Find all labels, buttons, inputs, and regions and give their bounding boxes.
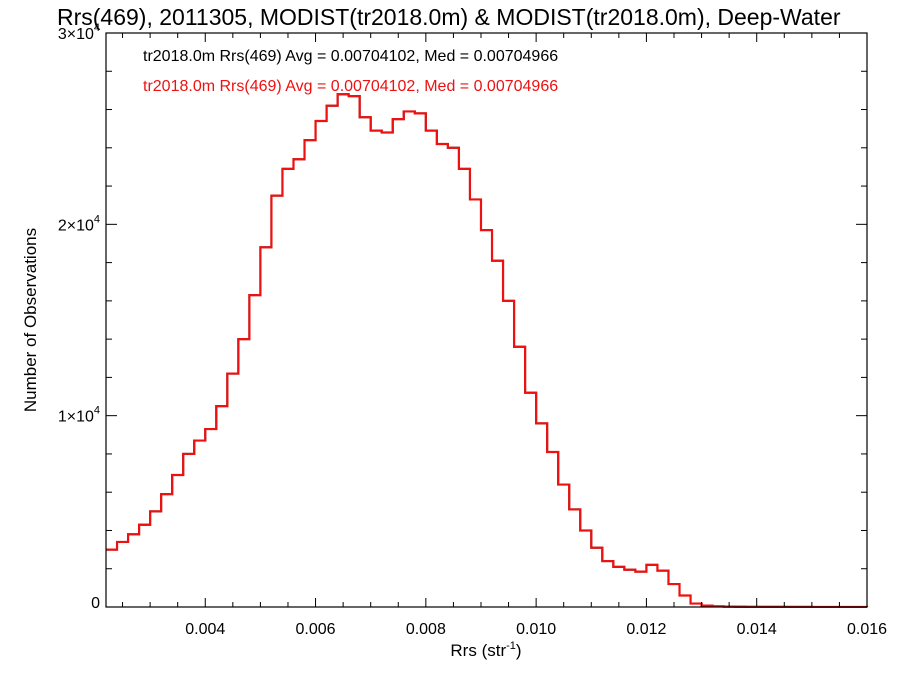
x-tick-label: 0.008 bbox=[406, 621, 446, 638]
y-axis-ticks: 0 1×104 2×104 3×104 bbox=[58, 22, 867, 612]
x-tick-label: 0.012 bbox=[626, 621, 666, 638]
x-tick-label: 0.016 bbox=[847, 621, 887, 638]
y-tick-label: 3×104 bbox=[58, 22, 100, 43]
chart-title: Rrs(469), 2011305, MODIST(tr2018.0m) & M… bbox=[57, 4, 841, 30]
x-axis-label: Rrs (str-1) bbox=[450, 640, 521, 660]
x-axis-label-main: Rrs (str bbox=[450, 641, 506, 660]
series-line-1 bbox=[106, 93, 869, 609]
x-tick-label: 0.006 bbox=[296, 621, 336, 638]
x-axis-ticks: 0.004 0.006 0.008 0.010 0.012 0.014 0.016 bbox=[122, 33, 887, 638]
y-tick-label: 0 bbox=[91, 595, 100, 612]
x-axis-label-superscript: -1 bbox=[506, 640, 516, 652]
y-axis-label: Number of Observations bbox=[21, 228, 40, 412]
y-tick-label: 2×104 bbox=[58, 213, 100, 234]
x-tick-label: 0.014 bbox=[737, 621, 777, 638]
legend-entry-red: tr2018.0m Rrs(469) Avg = 0.00704102, Med… bbox=[143, 78, 558, 95]
legend-entry-black: tr2018.0m Rrs(469) Avg = 0.00704102, Med… bbox=[143, 48, 558, 65]
y-tick-label: 1×104 bbox=[58, 405, 100, 426]
x-axis-label-end: ) bbox=[516, 641, 522, 660]
x-tick-label: 0.004 bbox=[185, 621, 225, 638]
plot-frame bbox=[105, 32, 868, 608]
x-tick-label: 0.010 bbox=[516, 621, 556, 638]
series-layer bbox=[106, 93, 869, 609]
